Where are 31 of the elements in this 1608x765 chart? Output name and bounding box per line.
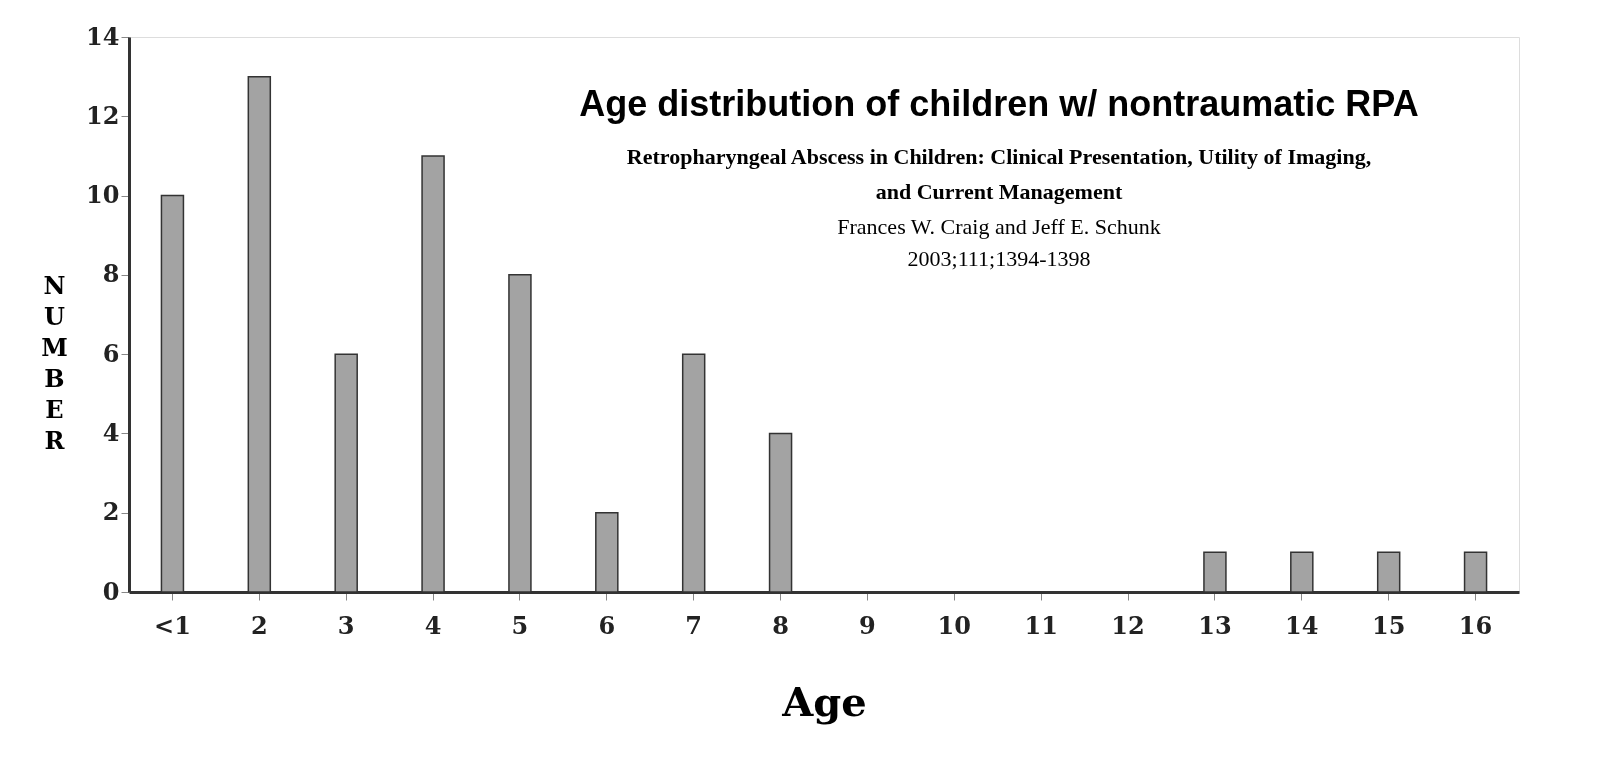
y-tick-label: 14	[86, 21, 120, 51]
y-tick-label: 2	[102, 497, 120, 527]
x-tick-label: 13	[1198, 610, 1232, 640]
y-tick-label: 10	[86, 180, 120, 210]
x-tick-label: 9	[859, 610, 876, 640]
annotation: and Current Management	[875, 179, 1123, 204]
x-tick-label: 15	[1371, 610, 1406, 640]
x-tick-label: 4	[424, 610, 442, 640]
x-tick-label: 14	[1285, 610, 1319, 640]
x-tick-label: 6	[598, 610, 616, 640]
x-tick-label: 16	[1458, 610, 1493, 640]
x-tick-label: 3	[337, 610, 355, 640]
x-tick-label: 11	[1024, 610, 1058, 640]
annotation: Frances W. Craig and Jeff E. Schunk	[837, 214, 1161, 239]
x-tick-label: 10	[937, 610, 972, 640]
y-tick-label: 4	[102, 417, 120, 447]
x-tick-label: 2	[250, 610, 268, 640]
annotation: 2003;111;1394-1398	[907, 246, 1091, 271]
x-tick-label: <1	[154, 610, 191, 640]
y-tick-label: 6	[102, 338, 120, 368]
x-axis-title: Age	[781, 677, 867, 725]
x-tick-label: 7	[685, 610, 703, 640]
text: Age distribution of children w/ nontraumatic RPA	[579, 83, 1419, 124]
x-tick-label: 5	[511, 610, 529, 640]
y-tick-label: 0	[102, 576, 120, 606]
x-tick-label: 8	[772, 610, 789, 640]
x-tick-label: 12	[1111, 610, 1145, 640]
annotation: Retropharyngeal Abscess in Children: Clinical Presentation, Utility of Imaging,	[626, 144, 1372, 169]
y-tick-label: 12	[86, 100, 120, 130]
y-axis-title: NUMBER	[41, 271, 68, 456]
y-tick-label: 8	[102, 259, 120, 289]
